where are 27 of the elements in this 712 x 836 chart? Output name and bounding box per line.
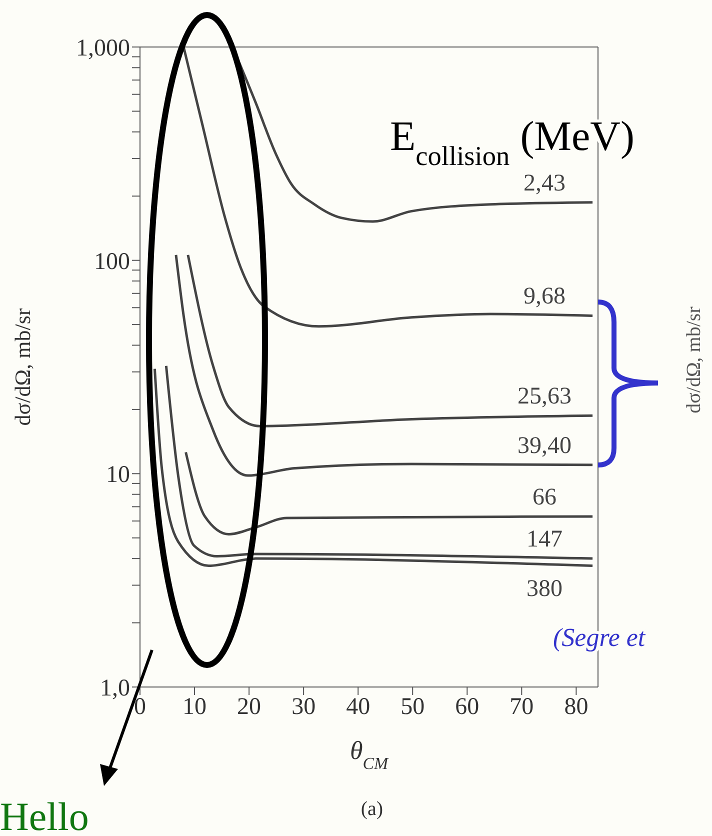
x-tick-label: 80 (564, 694, 588, 720)
x-tick-label: 40 (346, 694, 370, 720)
series-label: 147 (526, 526, 563, 553)
text: Hello (0, 794, 89, 836)
y-axis-title: dσ/dΩ, mb/sr (10, 308, 35, 426)
series-label: 9,68 (524, 284, 566, 310)
x-tick-label: 0 (134, 694, 146, 720)
text: dσ/dΩ, mb/sr (683, 306, 705, 414)
x-tick-label: 70 (510, 694, 534, 720)
x-tick-label: 50 (400, 694, 425, 720)
series-label: 2,43 (524, 170, 566, 196)
x-tick-label: 60 (455, 694, 480, 720)
y-tick-label: 1,0 (100, 676, 130, 702)
x-tick-label: 20 (237, 694, 262, 720)
x-tick-label: 30 (292, 694, 316, 720)
y-tick-label: 1,000 (76, 36, 130, 62)
series-label: 39,40 (518, 432, 572, 459)
text: (a) (360, 798, 384, 820)
y-tick-label: 10 (106, 462, 130, 488)
x-tick-label: 10 (182, 694, 207, 720)
series-label: 25,63 (518, 384, 572, 410)
y-tick-label: 100 (94, 248, 130, 275)
series-label: 66 (532, 484, 557, 510)
x-axis-title: θ$_{CM}$ (350, 736, 389, 772)
line-series (174, 254, 594, 477)
line-series (186, 254, 594, 428)
series-label: 380 (526, 576, 563, 602)
